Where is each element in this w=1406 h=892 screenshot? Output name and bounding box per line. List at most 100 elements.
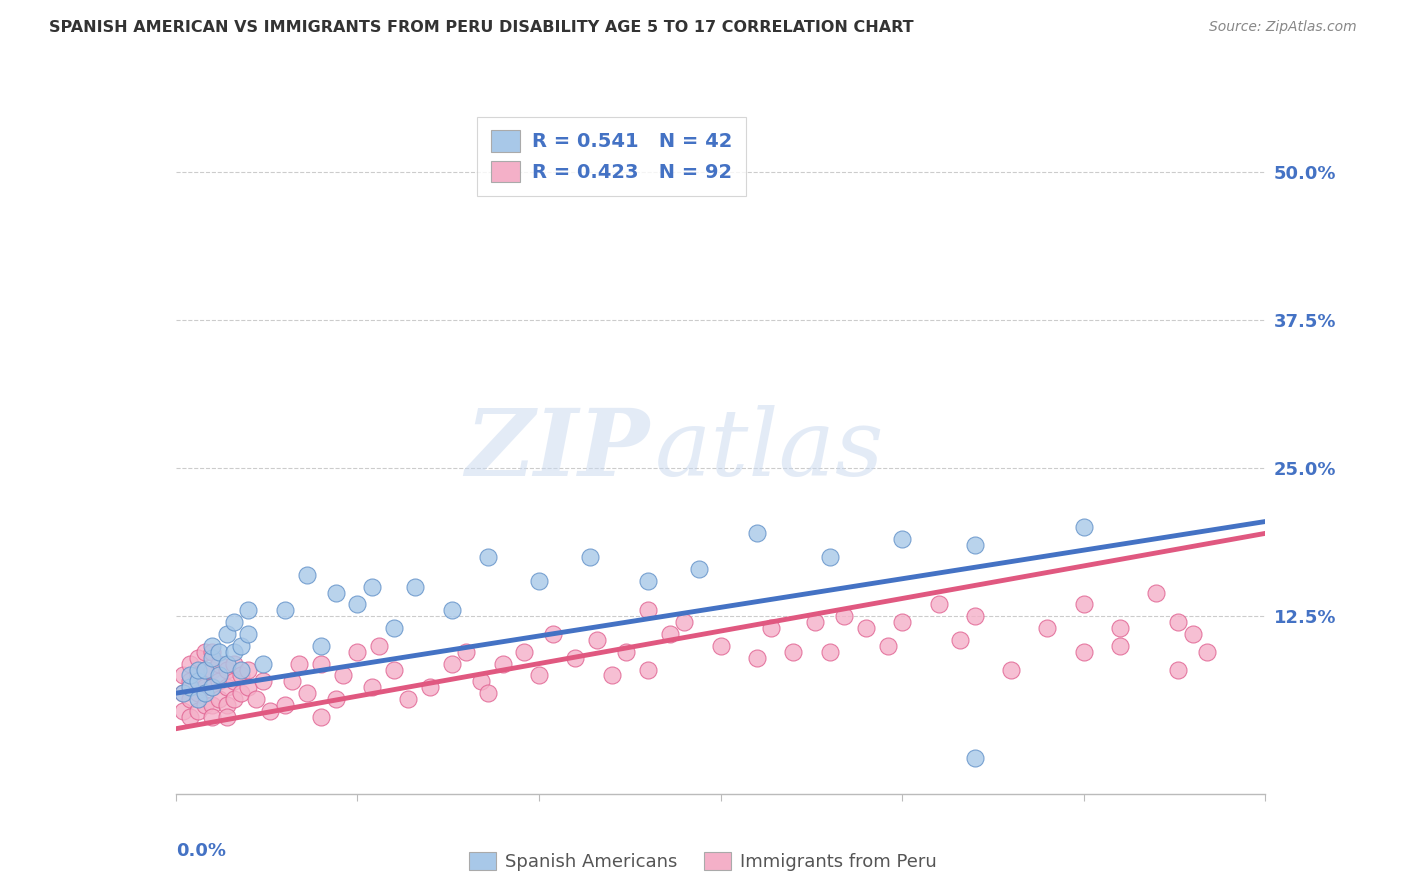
Point xyxy=(172,704,194,718)
Point xyxy=(1073,645,1095,659)
Point xyxy=(208,668,231,682)
Point xyxy=(1167,663,1189,677)
Point xyxy=(222,657,245,671)
Point xyxy=(201,698,224,712)
Point xyxy=(492,657,515,671)
Point xyxy=(186,692,209,706)
Point xyxy=(527,574,550,588)
Point xyxy=(543,627,565,641)
Point xyxy=(688,562,710,576)
Point xyxy=(368,639,391,653)
Point xyxy=(527,668,550,682)
Point xyxy=(586,632,609,647)
Point xyxy=(222,645,245,659)
Point xyxy=(440,657,463,671)
Point xyxy=(179,681,201,695)
Point xyxy=(346,645,368,659)
Point xyxy=(614,645,637,659)
Point xyxy=(274,603,297,617)
Point xyxy=(201,710,224,724)
Point xyxy=(222,692,245,706)
Point xyxy=(761,621,783,635)
Point xyxy=(288,657,311,671)
Point xyxy=(891,615,914,630)
Point xyxy=(1109,639,1132,653)
Point xyxy=(360,580,382,594)
Point xyxy=(658,627,681,641)
Point xyxy=(309,657,332,671)
Point xyxy=(222,615,245,630)
Text: 0.0%: 0.0% xyxy=(176,842,226,860)
Point xyxy=(891,533,914,547)
Point xyxy=(179,710,201,724)
Point xyxy=(1073,598,1095,612)
Point xyxy=(186,686,209,700)
Point xyxy=(710,639,733,653)
Text: Source: ZipAtlas.com: Source: ZipAtlas.com xyxy=(1209,20,1357,34)
Point xyxy=(1181,627,1204,641)
Point xyxy=(855,621,877,635)
Point xyxy=(295,567,318,582)
Point xyxy=(208,657,231,671)
Point xyxy=(637,574,659,588)
Point xyxy=(1197,645,1219,659)
Point xyxy=(194,686,217,700)
Point xyxy=(804,615,827,630)
Point xyxy=(477,549,499,564)
Point xyxy=(470,674,492,689)
Point xyxy=(238,681,260,695)
Point xyxy=(673,615,696,630)
Point xyxy=(215,710,238,724)
Point xyxy=(382,663,405,677)
Point xyxy=(201,639,224,653)
Text: atlas: atlas xyxy=(655,406,884,495)
Point xyxy=(186,650,209,665)
Point xyxy=(231,663,253,677)
Point xyxy=(1146,585,1168,599)
Point xyxy=(259,704,281,718)
Point xyxy=(179,674,201,689)
Point xyxy=(1109,621,1132,635)
Point xyxy=(396,692,419,706)
Point xyxy=(201,681,224,695)
Point xyxy=(222,674,245,689)
Point xyxy=(252,674,274,689)
Point xyxy=(215,657,238,671)
Point xyxy=(208,692,231,706)
Point xyxy=(172,686,194,700)
Point xyxy=(637,663,659,677)
Point xyxy=(194,645,217,659)
Point xyxy=(231,639,253,653)
Point xyxy=(963,538,986,552)
Point xyxy=(309,639,332,653)
Point xyxy=(186,668,209,682)
Point xyxy=(231,668,253,682)
Point xyxy=(346,598,368,612)
Point xyxy=(949,632,972,647)
Text: SPANISH AMERICAN VS IMMIGRANTS FROM PERU DISABILITY AGE 5 TO 17 CORRELATION CHAR: SPANISH AMERICAN VS IMMIGRANTS FROM PERU… xyxy=(49,20,914,35)
Point xyxy=(782,645,804,659)
Point xyxy=(238,627,260,641)
Point xyxy=(215,663,238,677)
Point xyxy=(208,645,231,659)
Point xyxy=(1167,615,1189,630)
Point xyxy=(186,663,209,677)
Point xyxy=(637,603,659,617)
Point xyxy=(456,645,478,659)
Point xyxy=(179,668,201,682)
Point xyxy=(818,549,841,564)
Point xyxy=(440,603,463,617)
Point xyxy=(179,657,201,671)
Point xyxy=(295,686,318,700)
Point xyxy=(194,698,217,712)
Point xyxy=(325,585,347,599)
Point xyxy=(332,668,354,682)
Point xyxy=(405,580,427,594)
Point xyxy=(208,674,231,689)
Point xyxy=(1036,621,1059,635)
Point xyxy=(194,663,217,677)
Point xyxy=(419,681,441,695)
Point xyxy=(579,549,602,564)
Point xyxy=(201,645,224,659)
Point xyxy=(172,668,194,682)
